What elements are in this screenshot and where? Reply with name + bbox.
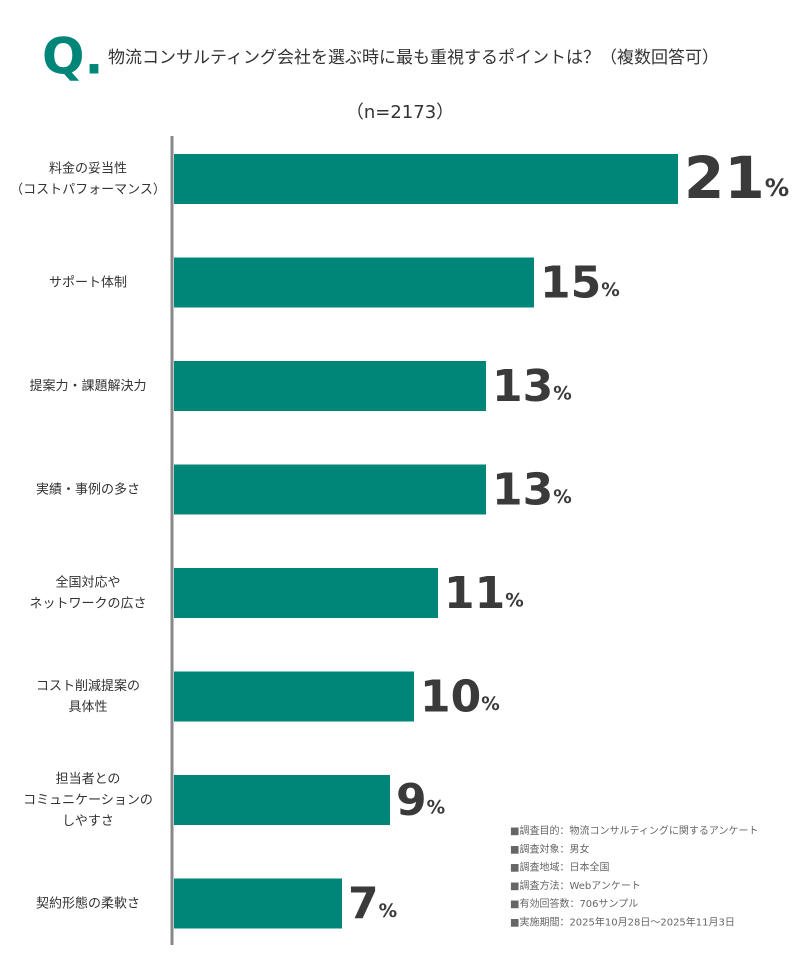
bar — [174, 361, 486, 411]
note: ■調査目的：物流コンサルティングに関するアンケート — [510, 824, 758, 837]
value-label: 9% — [396, 775, 445, 826]
bar — [174, 464, 486, 515]
value-label: 11% — [444, 568, 524, 619]
question-mark: Q. — [42, 28, 104, 86]
value-label: 15% — [540, 258, 620, 309]
bar — [174, 154, 678, 204]
bar — [174, 775, 390, 825]
note: ■調査方法：Webアンケート — [510, 879, 641, 892]
category-label: 料金の妥当性（コストパフォーマンス） — [10, 160, 166, 197]
note: ■実施期間：2025年10月28日～2025年11月3日 — [510, 916, 735, 929]
category-label: 全国対応やネットワークの広さ — [29, 574, 146, 611]
note: ■調査対象：男女 — [510, 842, 589, 855]
category-label: 契約形態の柔軟さ — [36, 895, 140, 911]
bar — [174, 671, 414, 722]
bar — [174, 878, 342, 929]
category-label: 担当者とのコミュニケーションのしやすさ — [23, 772, 153, 829]
bar — [174, 568, 438, 618]
note: ■有効回答数：706サンプル — [510, 897, 638, 910]
chart-title: 物流コンサルティング会社を選ぶ時に最も重視するポイントは？（複数回答可） — [108, 48, 719, 68]
value-label: 21% — [684, 144, 789, 212]
category-label: コスト削減提案の具体性 — [36, 678, 140, 715]
chart-subtitle: （n=2173） — [346, 102, 454, 123]
value-label: 10% — [420, 672, 500, 723]
category-label: 提案力・課題解決力 — [29, 378, 146, 394]
value-label: 13% — [492, 361, 572, 412]
value-label: 7% — [348, 879, 397, 930]
bar — [174, 257, 534, 308]
note: ■調査地域：日本全国 — [510, 861, 609, 874]
category-label: 実績・事例の多さ — [36, 481, 140, 497]
value-label: 13% — [492, 465, 572, 516]
category-label: サポート体制 — [49, 275, 127, 290]
